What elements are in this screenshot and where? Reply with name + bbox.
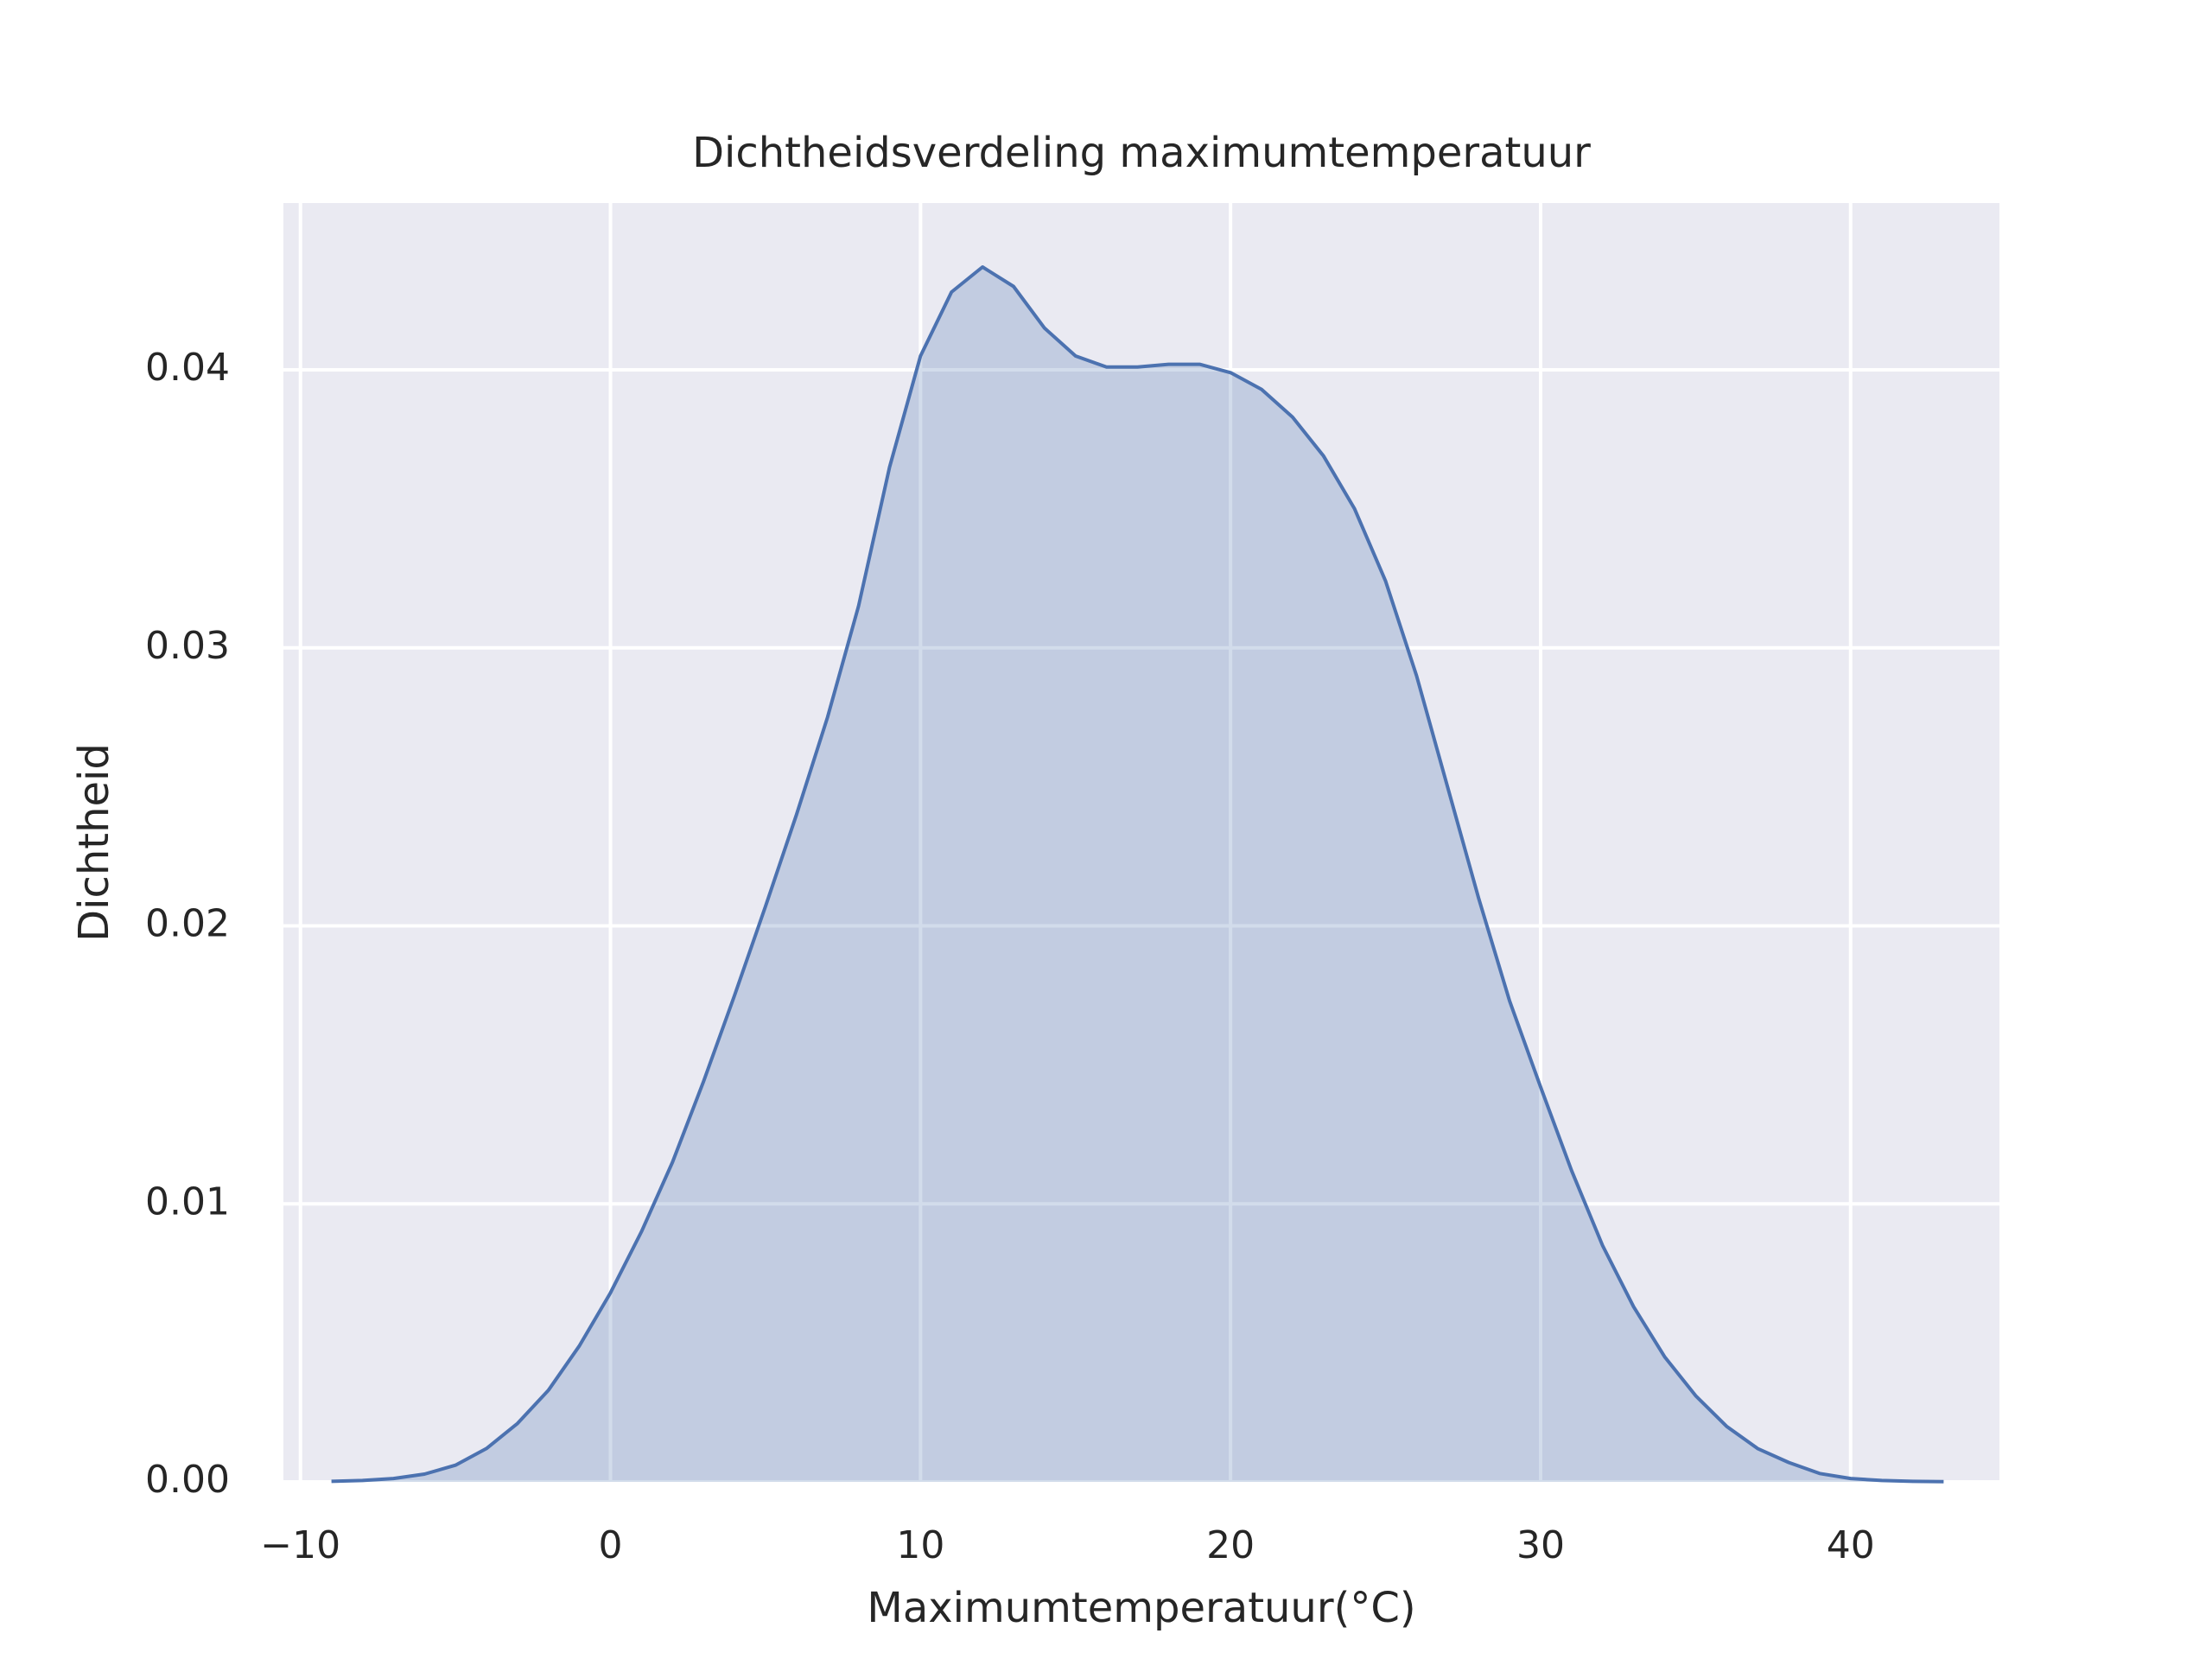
y-tick-label: 0.03: [145, 624, 230, 668]
plot-background: [283, 203, 1999, 1482]
x-tick-label: 20: [1206, 1523, 1255, 1567]
x-axis-label: Maximumtemperatuur(°C): [867, 1584, 1415, 1632]
y-tick-label: 0.01: [145, 1179, 230, 1224]
density-line: [331, 265, 1944, 1484]
grid: [283, 203, 1999, 1484]
y-axis-label: Dichtheid: [70, 743, 118, 942]
x-tick-label: 30: [1516, 1523, 1565, 1567]
y-tick-label: 0.02: [145, 902, 230, 946]
x-tick-label: 10: [896, 1523, 944, 1567]
area-fill: [331, 267, 1944, 1482]
marks: [331, 265, 1944, 1484]
y-tick-label: 0.04: [145, 346, 230, 390]
x-tick-label: −10: [260, 1523, 340, 1567]
x-tick-label: 0: [599, 1523, 623, 1567]
chart-title: Dichtheidsverdeling maximumtemperatuur: [692, 129, 1591, 177]
y-tick-label: 0.00: [145, 1458, 230, 1502]
x-tick-label: 40: [1827, 1523, 1875, 1567]
